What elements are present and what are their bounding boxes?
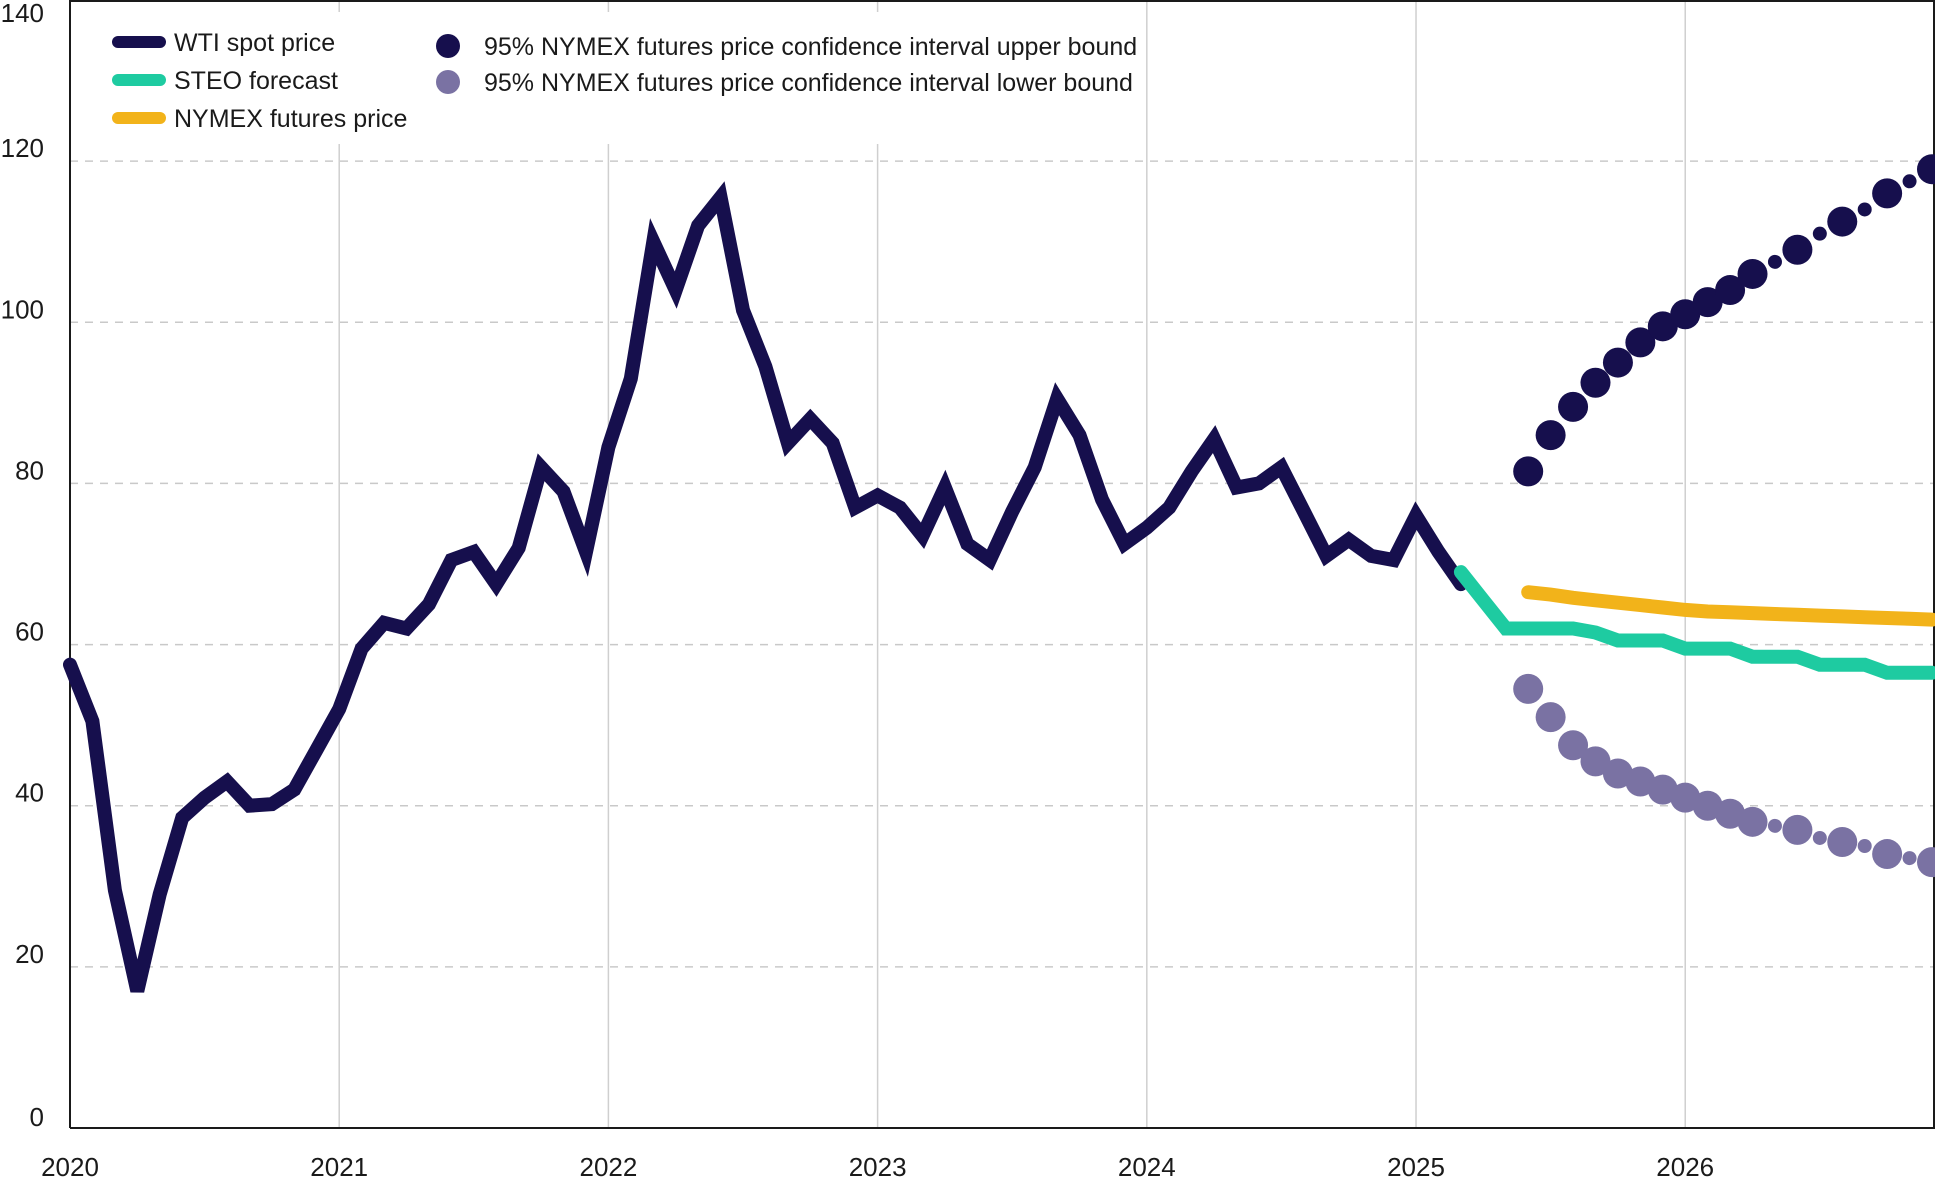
legend: WTI spot price STEO forecast NYMEX futures…	[100, 12, 1140, 144]
series-point-95-nymex-futures-price-confidence-interval-upper-bound	[1692, 287, 1723, 318]
series-point-95-nymex-futures-price-confidence-interval-upper-bound	[1535, 420, 1566, 451]
legend-label-95-nymex-futures-price-confidence-interval-upper-bound: 95% NYMEX futures price confidence inter…	[484, 33, 1137, 61]
series-point-95-nymex-futures-price-confidence-interval-upper-bound	[1737, 258, 1768, 289]
series-point-95-nymex-futures-price-confidence-interval-lower-bound	[1812, 830, 1827, 845]
series-point-95-nymex-futures-price-confidence-interval-lower-bound	[1513, 673, 1544, 704]
series-point-95-nymex-futures-price-confidence-interval-lower-bound	[1558, 730, 1589, 761]
series-point-95-nymex-futures-price-confidence-interval-upper-bound	[1580, 367, 1611, 398]
legend-background	[100, 12, 1140, 144]
series-line-steo-forecast	[1453, 565, 1935, 680]
series-point-95-nymex-futures-price-confidence-interval-upper-bound	[1857, 202, 1872, 217]
series-point-95-nymex-futures-price-confidence-interval-upper-bound	[1625, 327, 1656, 358]
series-point-95-nymex-futures-price-confidence-interval-lower-bound	[1827, 826, 1858, 857]
series-point-95-nymex-futures-price-confidence-interval-upper-bound	[1602, 347, 1633, 378]
series-point-95-nymex-futures-price-confidence-interval-upper-bound	[1767, 254, 1782, 269]
series-point-95-nymex-futures-price-confidence-interval-upper-bound	[1827, 206, 1858, 237]
series-point-95-nymex-futures-price-confidence-interval-upper-bound	[1513, 456, 1544, 487]
y-tick-label-40: 40	[15, 778, 44, 808]
y-tick-label-80: 80	[15, 455, 44, 485]
series-point-95-nymex-futures-price-confidence-interval-lower-bound	[1535, 702, 1566, 733]
series-point-95-nymex-futures-price-confidence-interval-upper-bound	[1902, 174, 1917, 189]
x-tick-label-2025: 2025	[1387, 1152, 1445, 1181]
legend-label-wti-spot-price: WTI spot price	[174, 29, 335, 57]
legend-swatch-95-nymex-futures-price-confidence-interval-upper-bound	[436, 34, 460, 58]
x-tick-label-2023: 2023	[849, 1152, 907, 1181]
x-tick-label-2022: 2022	[579, 1152, 637, 1181]
legend-label-steo-forecast: STEO forecast	[174, 67, 338, 95]
series-point-95-nymex-futures-price-confidence-interval-upper-bound	[1872, 178, 1903, 209]
legend-label-nymex-futures-price: NYMEX futures price	[174, 105, 407, 133]
series-point-95-nymex-futures-price-confidence-interval-lower-bound	[1580, 746, 1611, 777]
series-point-95-nymex-futures-price-confidence-interval-upper-bound	[1812, 226, 1827, 241]
y-tick-label-0: 0	[30, 1102, 44, 1132]
series-point-95-nymex-futures-price-confidence-interval-lower-bound	[1902, 851, 1917, 866]
x-tick-label-2026: 2026	[1656, 1152, 1714, 1181]
series-point-95-nymex-futures-price-confidence-interval-lower-bound	[1872, 839, 1903, 870]
y-tick-label-20: 20	[15, 939, 44, 969]
legend-label-95-nymex-futures-price-confidence-interval-lower-bound: 95% NYMEX futures price confidence inter…	[484, 69, 1133, 97]
legend-swatch-95-nymex-futures-price-confidence-interval-lower-bound	[436, 70, 460, 94]
series-point-95-nymex-futures-price-confidence-interval-lower-bound	[1917, 847, 1935, 878]
series-point-95-nymex-futures-price-confidence-interval-upper-bound	[1782, 234, 1813, 265]
series-point-95-nymex-futures-price-confidence-interval-upper-bound	[1647, 311, 1678, 342]
y-tick-label-120: 120	[1, 133, 44, 163]
series-point-95-nymex-futures-price-confidence-interval-upper-bound	[1715, 275, 1746, 306]
series-layer	[63, 154, 1935, 993]
x-tick-label-2020: 2020	[41, 1152, 99, 1181]
series-point-95-nymex-futures-price-confidence-interval-upper-bound	[1558, 391, 1589, 422]
series-point-95-nymex-futures-price-confidence-interval-lower-bound	[1782, 814, 1813, 845]
series-point-95-nymex-futures-price-confidence-interval-upper-bound	[1917, 154, 1935, 185]
y-tick-label-140: 140	[1, 0, 44, 28]
grid-lines	[70, 0, 1935, 1128]
series-point-95-nymex-futures-price-confidence-interval-upper-bound	[1670, 299, 1701, 330]
series-line-wti-spot-price	[63, 181, 1468, 993]
y-tick-label-100: 100	[1, 294, 44, 324]
x-tick-label-2024: 2024	[1118, 1152, 1176, 1181]
series-line-nymex-futures-price	[1521, 585, 1935, 627]
x-tick-label-2021: 2021	[310, 1152, 368, 1181]
y-tick-label-60: 60	[15, 617, 44, 647]
series-point-95-nymex-futures-price-confidence-interval-lower-bound	[1857, 839, 1872, 853]
series-point-95-nymex-futures-price-confidence-interval-lower-bound	[1737, 806, 1768, 837]
series-point-95-nymex-futures-price-confidence-interval-lower-bound	[1767, 818, 1782, 833]
